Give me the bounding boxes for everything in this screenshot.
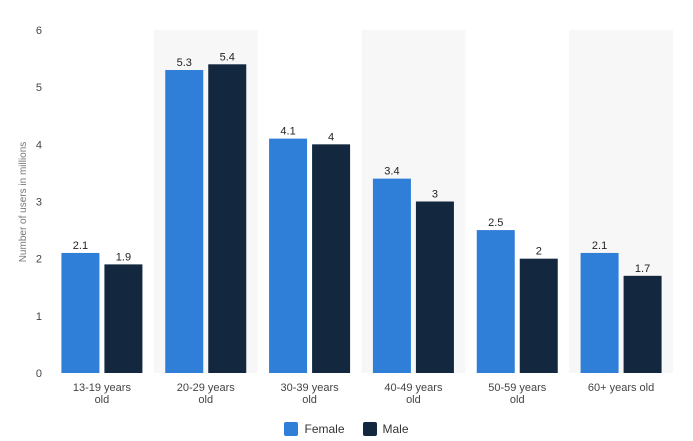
data-label: 2.1 (73, 240, 88, 252)
bar-male[interactable] (104, 264, 143, 373)
bar-female[interactable] (165, 70, 204, 374)
bar-male[interactable] (312, 144, 351, 373)
legend-label-male: Male (382, 422, 409, 436)
data-label: 1.7 (635, 263, 650, 275)
legend-swatch-female (284, 422, 299, 436)
bars: 2.1 1.9 5.3 5.4 4.1 4 3.4 3 2.5 2 2.1 1.7 (61, 51, 662, 374)
data-label: 4.1 (280, 126, 295, 138)
x-tick-label: 60+ years old (588, 382, 654, 394)
legend-swatch-male (362, 422, 377, 436)
legend-label-female: Female (304, 422, 345, 436)
bar-female[interactable] (372, 178, 411, 373)
legend: Female Male (0, 422, 693, 436)
data-label: 2.1 (592, 240, 607, 252)
bar-male[interactable] (519, 258, 558, 373)
x-tick-label: 40-49 years (384, 382, 443, 394)
x-tick-label: old (510, 394, 525, 406)
y-axis-ticks: 0 1 2 3 4 5 6 (36, 25, 42, 380)
bar-male[interactable] (415, 201, 454, 374)
y-tick-label: 1 (36, 311, 42, 323)
bar-female[interactable] (61, 252, 100, 373)
y-tick-label: 5 (36, 82, 42, 94)
x-tick-label: 50-59 years (488, 382, 547, 394)
x-tick-label: old (302, 394, 317, 406)
data-label: 3.4 (384, 166, 399, 178)
y-tick-label: 4 (36, 139, 42, 151)
bar-female[interactable] (269, 138, 308, 373)
x-tick-label: old (406, 394, 421, 406)
data-label: 2.5 (488, 217, 503, 229)
y-tick-label: 3 (36, 197, 42, 209)
y-axis-title: Number of users in millions (18, 142, 29, 263)
data-label: 3 (432, 189, 438, 201)
y-tick-label: 2 (36, 254, 42, 266)
x-tick-label: 13-19 years (73, 382, 132, 394)
data-label: 1.9 (116, 251, 131, 263)
bar-male[interactable] (208, 64, 247, 374)
data-label: 5.4 (220, 51, 235, 63)
bar-female[interactable] (580, 252, 619, 373)
legend-item-female[interactable]: Female (284, 422, 345, 436)
bar-male[interactable] (623, 275, 662, 373)
data-label: 4 (328, 131, 334, 143)
data-label: 2 (536, 246, 542, 258)
x-tick-label: old (95, 394, 110, 406)
x-tick-label: 30-39 years (281, 382, 340, 394)
x-tick-label: old (198, 394, 213, 406)
y-tick-label: 6 (36, 25, 42, 37)
y-tick-label: 0 (36, 368, 42, 380)
data-label: 5.3 (177, 57, 192, 69)
legend-item-male[interactable]: Male (362, 422, 409, 436)
x-tick-label: 20-29 years (177, 382, 236, 394)
bar-female[interactable] (476, 230, 515, 373)
